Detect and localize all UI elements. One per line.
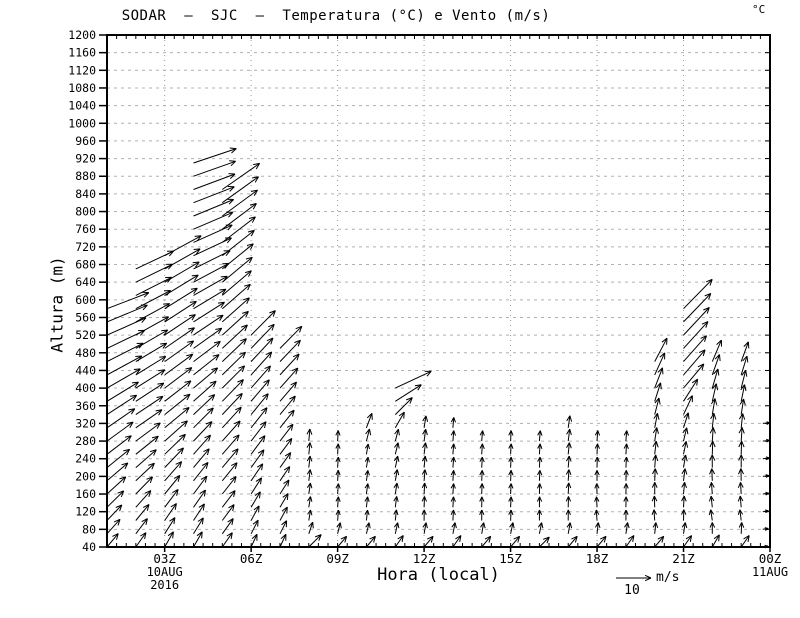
y-tick-label: 400 <box>75 381 96 395</box>
wind-profile-column <box>536 430 550 548</box>
y-tick-label: 200 <box>75 469 96 483</box>
right-axis-unit-label: °C <box>752 3 766 16</box>
x-tick-date-label: 10AUG <box>147 565 183 579</box>
y-tick-label: 600 <box>75 293 96 307</box>
y-axis-ticks: 1200 1160 1120 1080 1040 1000 960 920 880 840 800 7… <box>68 28 770 554</box>
y-tick-label: 1160 <box>68 46 96 60</box>
wind-profile-column <box>364 412 376 548</box>
y-tick-label: 440 <box>75 363 96 377</box>
wind-profile-column <box>193 147 237 548</box>
chart-title: SODAR — SJC — Temperatura (°C) e Vento (… <box>121 8 551 24</box>
y-tick-label: 840 <box>75 187 96 201</box>
y-tick-label: 320 <box>75 416 96 430</box>
y-tick-label: 1080 <box>68 81 96 95</box>
x-tick-label: 00Z <box>759 551 782 566</box>
y-tick-label: 680 <box>75 258 96 272</box>
y-tick-label: 560 <box>75 310 96 324</box>
wind-profile-column <box>594 430 607 548</box>
scale-arrow-unit: m/s <box>656 570 680 585</box>
wind-profile-column <box>737 341 750 548</box>
x-tick-label: 03Z <box>153 551 176 566</box>
wind-profile-column <box>106 291 150 548</box>
y-tick-label: 520 <box>75 328 96 342</box>
y-tick-label: 760 <box>75 222 96 236</box>
wind-profile-column <box>565 415 578 548</box>
wind-profile-column <box>479 430 492 548</box>
y-tick-label: 1040 <box>68 99 96 113</box>
wind-profile-column <box>135 250 174 548</box>
x-tick-label: 18Z <box>586 551 609 566</box>
scale-arrow <box>616 574 652 582</box>
wind-profile-column <box>335 430 348 548</box>
scale-arrow-value: 10 <box>624 583 640 598</box>
x-tick-label: 12Z <box>413 551 436 566</box>
wind-profile-column <box>623 430 635 548</box>
y-tick-label: 80 <box>82 522 96 536</box>
y-tick-label: 40 <box>82 540 96 554</box>
wind-profile-column <box>279 325 303 548</box>
y-tick-label: 920 <box>75 152 96 166</box>
y-tick-label: 880 <box>75 169 96 183</box>
x-axis-title: Hora (local) <box>377 565 500 585</box>
y-tick-label: 640 <box>75 275 96 289</box>
y-tick-label: 720 <box>75 240 96 254</box>
x-tick-label: 09Z <box>326 551 349 566</box>
y-tick-label: 120 <box>75 505 96 519</box>
wind-profile-column <box>221 162 261 548</box>
wind-profile-column <box>250 310 276 548</box>
plot-frame <box>106 34 771 548</box>
y-tick-label: 280 <box>75 434 96 448</box>
wind-profile-column <box>508 430 521 548</box>
y-tick-label: 1120 <box>68 63 96 77</box>
y-tick-label: 240 <box>75 452 96 466</box>
y-tick-label: 960 <box>75 134 96 148</box>
x-tick-label: 21Z <box>672 551 695 566</box>
x-tick-label: 15Z <box>499 551 522 566</box>
y-tick-label: 1000 <box>68 116 96 130</box>
wind-profile-column <box>164 235 202 548</box>
y-tick-label: 160 <box>75 487 96 501</box>
x-tick-label: 06Z <box>240 551 263 566</box>
wind-profile-column <box>450 417 462 548</box>
wind-profile-column <box>421 415 434 548</box>
vertical-gridlines <box>164 35 685 547</box>
wind-profile-column <box>762 421 770 549</box>
wind-profile-columns <box>106 147 770 549</box>
minor-time-ticks <box>116 35 761 547</box>
y-tick-label: 800 <box>75 205 96 219</box>
y-tick-label: 1200 <box>68 28 96 42</box>
x-tick-date-label: 2016 <box>150 578 179 592</box>
horizontal-gridlines <box>107 52 770 530</box>
wind-profile-column <box>393 370 432 548</box>
wind-profile-column <box>708 339 722 548</box>
wind-profile-column <box>306 428 322 548</box>
y-tick-label: 480 <box>75 346 96 360</box>
x-tick-date-label: 11AUG <box>752 565 788 579</box>
wind-profile-column <box>681 278 713 548</box>
wind-profile-column <box>651 337 668 548</box>
y-tick-label: 360 <box>75 399 96 413</box>
